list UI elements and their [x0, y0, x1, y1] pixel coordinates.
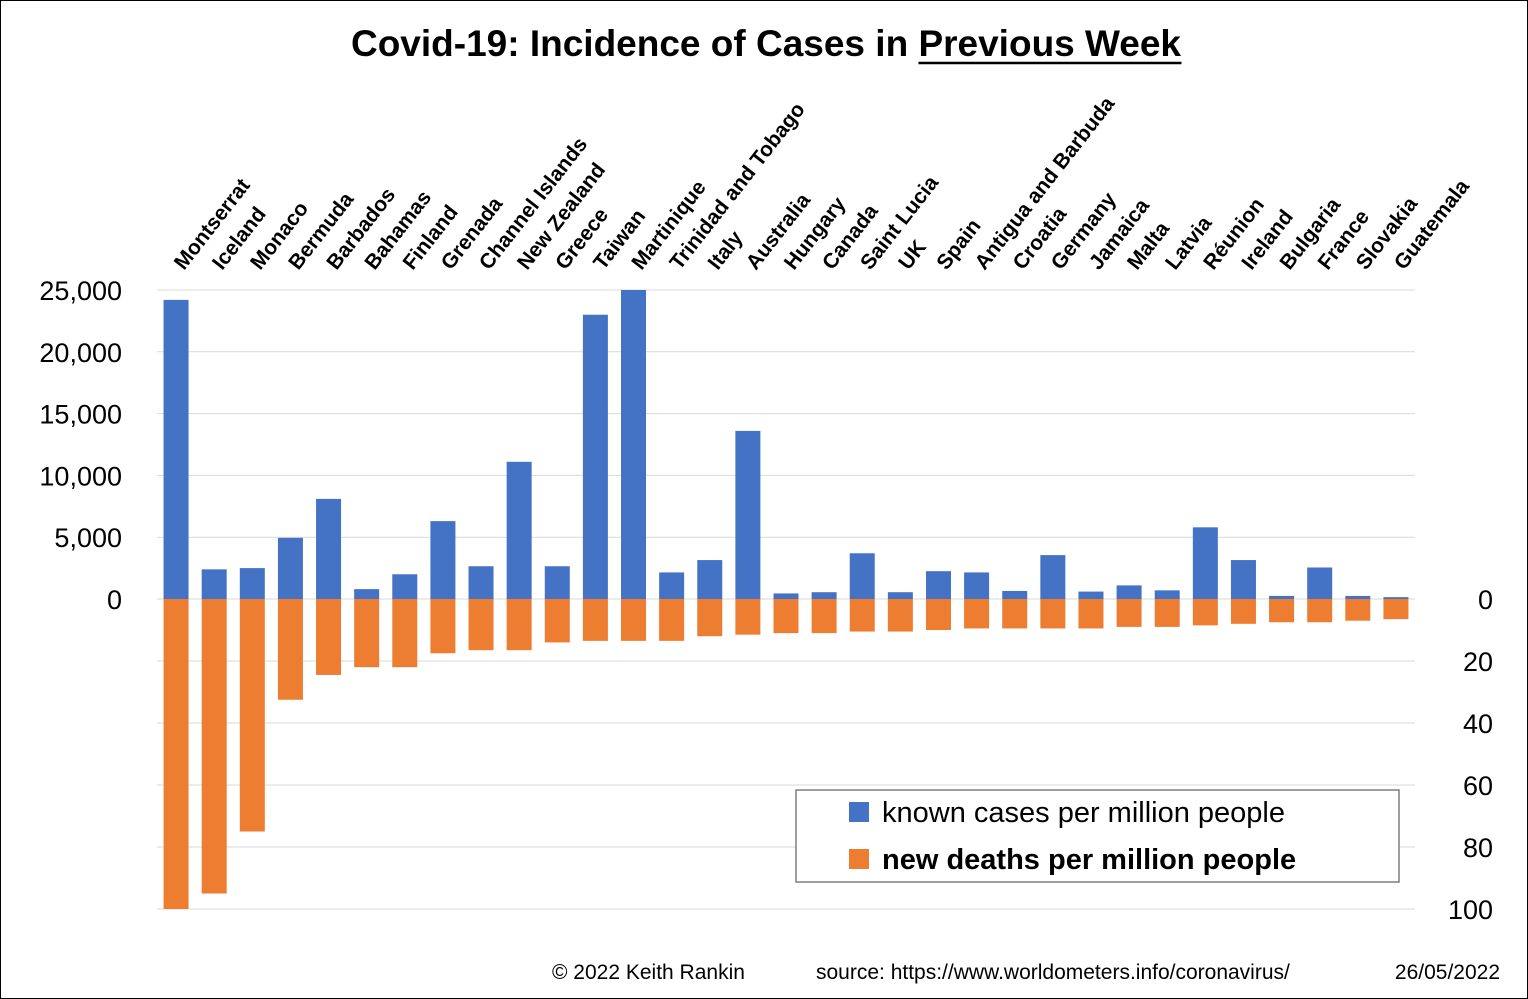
deaths-bar [239, 599, 265, 832]
deaths-bar [964, 599, 990, 629]
deaths-bar [697, 599, 723, 637]
cases-bar [1002, 590, 1028, 599]
deaths-bar [468, 599, 494, 651]
cases-bar [392, 574, 418, 599]
cases-bar [697, 560, 723, 599]
deaths-bar [773, 599, 799, 634]
deaths-bar [1078, 599, 1104, 629]
left-tick-label: 20,000 [39, 338, 122, 368]
cases-bar [1040, 555, 1066, 599]
legend-box [795, 789, 1400, 883]
right-axis-ticks: 0 20 40 60 80 100 [1448, 585, 1493, 925]
deaths-bar [201, 599, 227, 894]
cases-bar [1383, 597, 1409, 599]
cases-bar [354, 589, 380, 599]
legend-swatch-cases [849, 802, 869, 822]
footer: © 2022 Keith Rankin source: https://www.… [552, 961, 1500, 984]
deaths-bar [887, 599, 913, 632]
cases-bar [544, 566, 570, 599]
left-tick-label: 25,000 [39, 276, 122, 306]
deaths-bar [582, 599, 608, 641]
cases-bar [430, 521, 456, 599]
cases-bar [316, 498, 342, 599]
deaths-bar [277, 599, 303, 700]
right-tick-label: 80 [1463, 833, 1493, 863]
deaths-bar [1192, 599, 1218, 626]
right-tick-label: 0 [1478, 585, 1493, 615]
deaths-bar [1307, 599, 1333, 623]
cases-bar [849, 553, 875, 599]
deaths-bar [1002, 599, 1028, 629]
deaths-bar [1269, 599, 1295, 623]
footer-source: source: https://www.worldometers.info/co… [816, 961, 1290, 984]
deaths-bar [392, 599, 418, 668]
cases-bar [277, 537, 303, 599]
deaths-bar [621, 599, 647, 641]
cases-bar [1345, 595, 1371, 599]
cases-bar [1269, 595, 1295, 599]
deaths-bar [735, 599, 761, 635]
deaths-bar [163, 599, 189, 909]
category-label: UK [894, 236, 931, 274]
cases-bar [964, 572, 990, 599]
left-tick-label: 10,000 [39, 461, 122, 491]
legend-label-deaths: new deaths per million people [882, 844, 1296, 876]
cases-bar [735, 430, 761, 599]
right-tick-label: 20 [1463, 647, 1493, 677]
category-labels: MontserratIcelandMonacoBermudaBarbadosBa… [170, 92, 1474, 274]
chart-title: Covid-19: Incidence of Cases in Previous… [351, 23, 1182, 65]
cases-bar [773, 593, 799, 599]
right-tick-label: 100 [1448, 895, 1493, 925]
deaths-bar [1230, 599, 1256, 624]
cases-bar [239, 568, 265, 599]
right-tick-label: 60 [1463, 771, 1493, 801]
left-tick-label: 0 [107, 585, 122, 615]
left-tick-label: 15,000 [39, 400, 122, 430]
legend: known cases per million people new death… [795, 789, 1400, 883]
legend-swatch-deaths [849, 849, 869, 869]
cases-bar [1230, 560, 1256, 599]
cases-bar [887, 592, 913, 599]
svg-text:Covid-19: Incidence of Cases i: Covid-19: Incidence of Cases in Previous… [351, 23, 1181, 64]
deaths-bar [1040, 599, 1066, 629]
deaths-bar [430, 599, 456, 654]
cases-bar [925, 571, 951, 599]
left-axis-ticks: 25,000 20,000 15,000 10,000 5,000 0 [39, 276, 122, 615]
cases-bar [1154, 590, 1180, 599]
cases-bar [1078, 591, 1104, 599]
cases-bar [163, 299, 189, 599]
cases-bar [1192, 527, 1218, 599]
cases-bar [1307, 567, 1333, 599]
cases-bar [201, 569, 227, 599]
cases-bar [506, 461, 532, 599]
deaths-bar [1154, 599, 1180, 627]
deaths-bar [544, 599, 570, 643]
cases-bar [659, 572, 685, 599]
cases-bar [621, 290, 647, 599]
cases-bar [468, 566, 494, 599]
right-tick-label: 40 [1463, 709, 1493, 739]
left-tick-label: 5,000 [54, 523, 122, 553]
deaths-bar [1345, 599, 1371, 621]
footer-copyright: © 2022 Keith Rankin [552, 961, 745, 984]
legend-label-cases: known cases per million people [882, 797, 1285, 829]
deaths-bar [659, 599, 685, 641]
bars [163, 290, 1409, 909]
deaths-bar [925, 599, 951, 630]
title-main: Covid-19: Incidence of Cases in [351, 23, 918, 64]
footer-date: 26/05/2022 [1395, 961, 1500, 984]
cases-bar [811, 592, 837, 599]
deaths-bar [316, 599, 342, 675]
deaths-bar [506, 599, 532, 651]
title-underlined: Previous Week [918, 23, 1181, 64]
deaths-bar [1383, 599, 1409, 620]
deaths-bar [1116, 599, 1142, 627]
cases-bar [582, 314, 608, 599]
deaths-bar [849, 599, 875, 632]
cases-bar [1116, 585, 1142, 599]
deaths-bar [354, 599, 380, 668]
deaths-bar [811, 599, 837, 634]
